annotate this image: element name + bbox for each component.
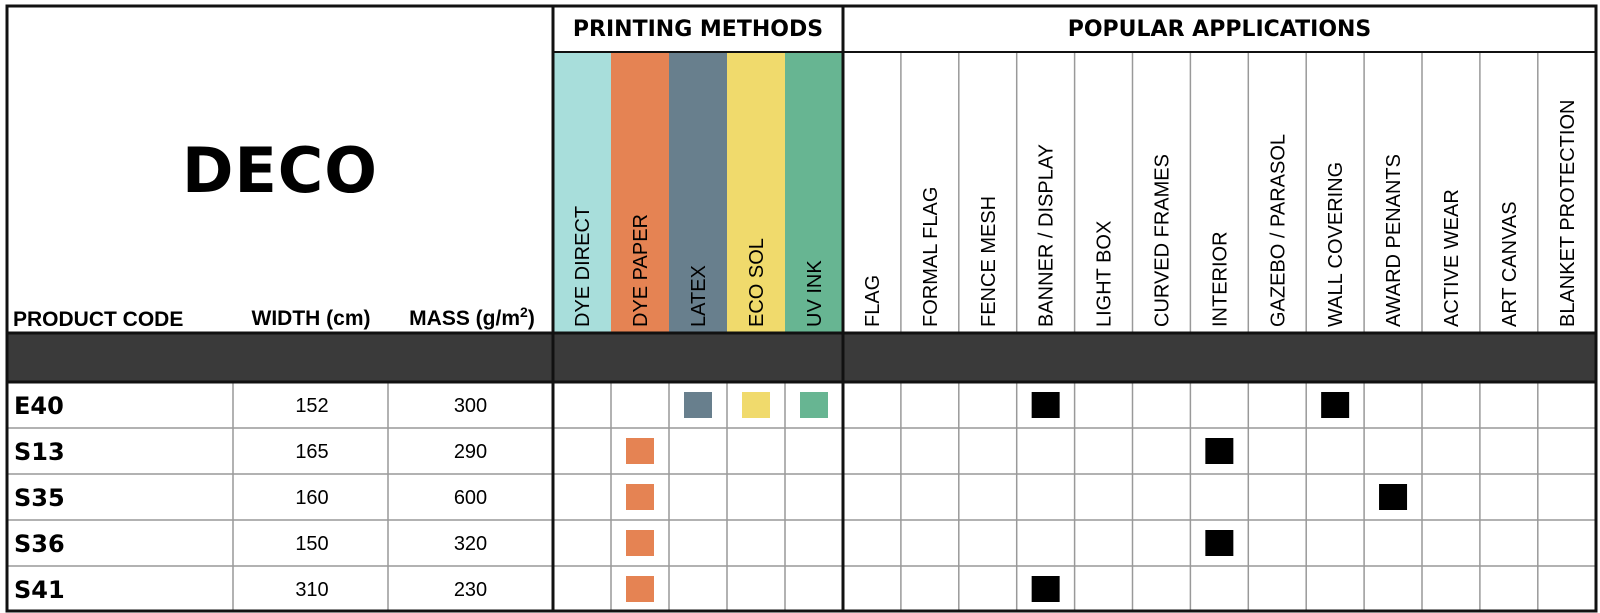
method-marker [684, 392, 712, 418]
row-width: 152 [295, 395, 328, 417]
application-label: BLANKET PROTECTION [1557, 100, 1579, 327]
row-mass: 300 [454, 395, 487, 417]
row-mass: 290 [454, 441, 487, 463]
header-band [7, 333, 1596, 382]
method-marker [626, 576, 654, 602]
application-label: ACTIVE WEAR [1441, 189, 1463, 327]
application-label: INTERIOR [1209, 231, 1231, 327]
method-header-bg [785, 52, 843, 333]
row-width: 310 [295, 579, 328, 601]
header-product-code: PRODUCT CODE [13, 308, 183, 331]
application-label: GAZEBO / PARASOL [1267, 134, 1289, 327]
header-width: WIDTH (cm) [252, 307, 371, 330]
application-label: FLAG [862, 275, 884, 327]
application-label: WALL COVERING [1325, 162, 1347, 327]
row-mass: 320 [454, 533, 487, 555]
row-product-code: S36 [14, 530, 65, 558]
method-marker [800, 392, 828, 418]
method-label: DYE PAPER [630, 214, 652, 327]
application-label: ART CANVAS [1499, 201, 1521, 327]
method-label: ECO SOL [746, 238, 768, 327]
application-label: FENCE MESH [978, 196, 1000, 327]
method-marker [626, 438, 654, 464]
row-mass: 600 [454, 487, 487, 509]
method-marker [626, 484, 654, 510]
method-label: UV INK [804, 260, 826, 327]
application-label: FORMAL FLAG [920, 187, 942, 327]
header-mass-unit: MASS (g/m [409, 307, 520, 330]
method-marker [742, 392, 770, 418]
row-product-code: S13 [14, 438, 65, 466]
row-width: 160 [295, 487, 328, 509]
header-mass-close: ) [528, 307, 535, 330]
header-mass-superscript: 2 [520, 304, 528, 320]
group-header-applications: POPULAR APPLICATIONS [1068, 17, 1372, 42]
application-marker [1031, 576, 1060, 602]
application-label: BANNER / DISPLAY [1036, 144, 1058, 327]
application-marker [1321, 392, 1350, 418]
method-header-bg [727, 52, 785, 333]
row-mass: 230 [454, 579, 487, 601]
application-marker [1205, 530, 1234, 556]
application-marker [1205, 438, 1234, 464]
table-border [5, 4, 1598, 613]
application-label: CURVED FRAMES [1151, 154, 1173, 327]
group-header-printing: PRINTING METHODS [573, 17, 823, 42]
row-width: 150 [295, 533, 328, 555]
method-header-bg [553, 52, 611, 333]
application-label: AWARD PENANTS [1383, 154, 1405, 327]
method-header-bg [669, 52, 727, 333]
method-label: LATEX [688, 265, 710, 327]
application-marker [1379, 484, 1408, 510]
method-marker [626, 530, 654, 556]
row-product-code: S35 [14, 484, 65, 512]
header-mass: MASS (g/m2) [409, 304, 535, 330]
application-marker [1031, 392, 1060, 418]
row-product-code: S41 [14, 576, 65, 604]
method-label: DYE DIRECT [572, 206, 594, 327]
application-label: LIGHT BOX [1094, 221, 1116, 327]
row-product-code: E40 [14, 392, 64, 420]
row-width: 165 [295, 441, 328, 463]
method-header-bg [611, 52, 669, 333]
page-title: DECO [182, 134, 378, 207]
